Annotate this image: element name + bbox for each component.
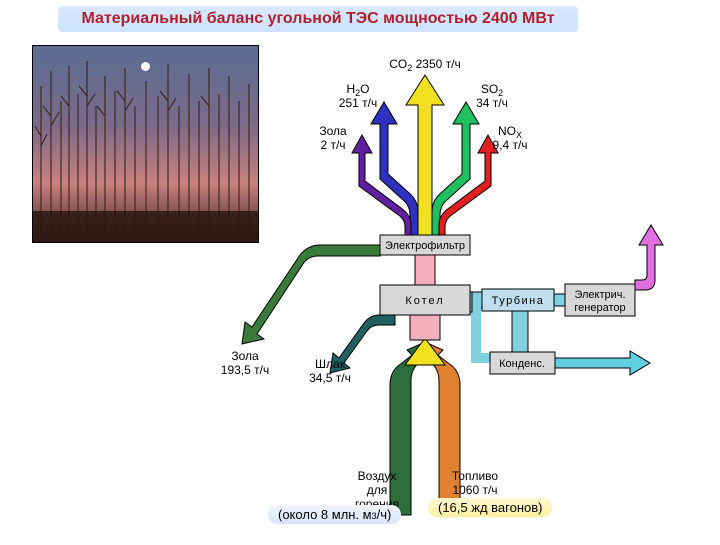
footnote-fuel: (16,5 жд вагонов) bbox=[428, 498, 552, 517]
label-air-2: для bbox=[367, 483, 388, 497]
label-nox-2: 9,4 т/ч bbox=[492, 138, 527, 152]
arrow-air-in bbox=[390, 342, 433, 515]
footnote-air: (около 8 млн. м3/ч) bbox=[268, 505, 401, 524]
title-text: Материальный баланс угольной ТЭС мощност… bbox=[81, 10, 554, 28]
arrow-power-out bbox=[635, 225, 663, 290]
block-turbine: Турбина bbox=[482, 289, 554, 311]
arrow-cooling-out bbox=[555, 351, 650, 375]
label-fuel-2: 1060 т/ч bbox=[452, 483, 497, 497]
page-title: Материальный баланс угольной ТЭС мощност… bbox=[58, 6, 578, 32]
svg-text:Конденс.: Конденс. bbox=[499, 358, 545, 370]
label-ashside: Зола bbox=[231, 349, 259, 363]
arrow-so2 bbox=[432, 102, 479, 235]
svg-text:Котел: Котел bbox=[405, 295, 444, 307]
svg-text:Электрич.: Электрич. bbox=[574, 289, 625, 301]
label-slag-2: 34,5 т/ч bbox=[309, 371, 351, 385]
label-fuel-1: Топливо bbox=[452, 469, 499, 483]
pipe-turbine-gen bbox=[554, 294, 565, 306]
label-slag: Шлак bbox=[315, 357, 346, 371]
block-boiler: Котел bbox=[380, 285, 470, 315]
arrow-h2o bbox=[371, 102, 418, 235]
block-condenser: Конденс. bbox=[490, 352, 555, 374]
flow-diagram: Электрофильтр Котел Турбина Электрич.ген… bbox=[200, 40, 720, 540]
label-ashup-2: 2 т/ч bbox=[320, 138, 345, 152]
block-filter: Электрофильтр bbox=[380, 235, 470, 255]
label-so2-2: 34 т/ч bbox=[476, 96, 508, 110]
svg-text:генератор: генератор bbox=[574, 302, 625, 314]
pipe-boiler-filter bbox=[415, 255, 435, 285]
label-h2o-2: 251 т/ч bbox=[339, 96, 377, 110]
svg-text:Турбина: Турбина bbox=[492, 295, 545, 307]
label-ashup: Зола bbox=[319, 124, 347, 138]
label-air-1: Воздух bbox=[358, 469, 397, 483]
block-generator: Электрич.генератор bbox=[565, 284, 635, 316]
label-ashside-2: 193,5 т/ч bbox=[221, 363, 269, 377]
svg-text:Электрофильтр: Электрофильтр bbox=[385, 240, 465, 252]
label-co2: CO2 2350 т/ч bbox=[389, 57, 460, 73]
pipe-turbine-cond bbox=[512, 311, 528, 352]
